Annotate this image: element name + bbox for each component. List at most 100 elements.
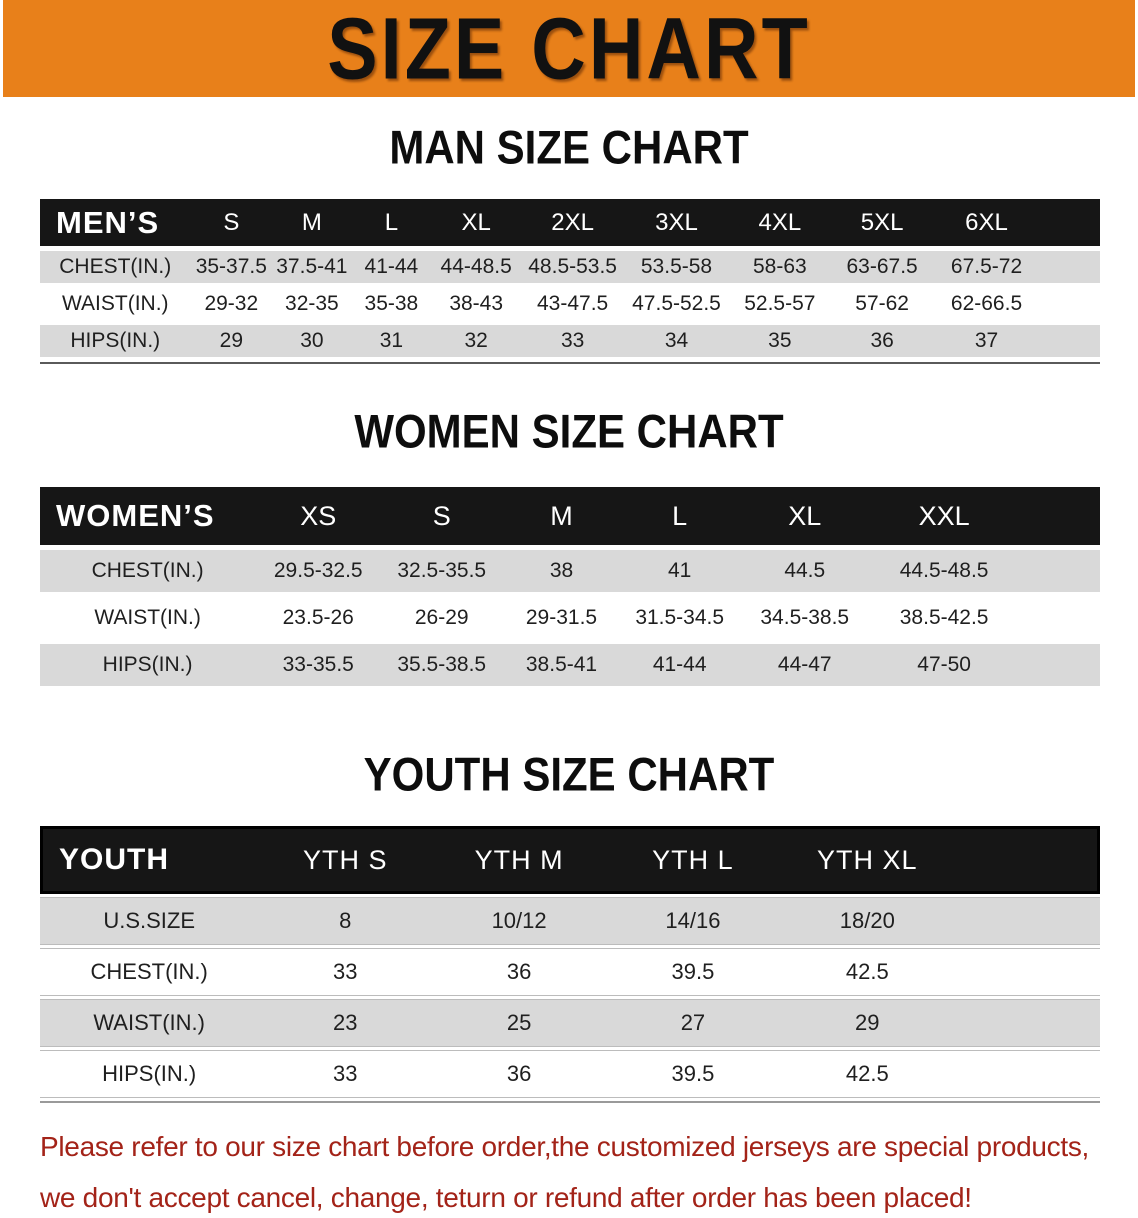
measurement-value: 57-62 [830,288,934,320]
row-spacer-cell [1039,251,1100,283]
measurement-value: 30 [272,325,352,357]
measurement-value: 58-63 [728,251,831,283]
measurement-value: 67.5-72 [933,251,1040,283]
measurement-row: HIPS(IN.) 33-35.5 35.5-38.5 38.5-41 41-44 44-… [40,644,1100,686]
women-section-heading: WOMEN SIZE CHART [354,405,784,458]
measurement-row: HIPS(IN.) 29 30 31 32 33 34 35 36 37 [40,325,1100,357]
section-women: WOMEN SIZE CHART WOMEN’S XS S M L XL XXL CHEST(… [0,405,1138,691]
measurement-value: 38-43 [431,288,522,320]
size-table-header-row: MEN’S S M L XL 2XL 3XL 4XL 5XL 6XL [40,199,1100,246]
row-label: CHEST(IN.) [40,251,191,283]
section-youth: YOUTH SIZE CHART YOUTH YTH S YTH M YTH L YTH… [0,748,1138,1103]
youth-section-heading: YOUTH SIZE CHART [363,748,775,801]
size-column-header: 3XL [624,199,729,246]
size-column-header: M [272,199,352,246]
row-label: WAIST(IN.) [40,288,191,320]
measurement-row: WAIST(IN.) 23.5-26 26-29 29-31.5 31.5-34.5 34… [40,597,1100,639]
measurement-value: 47-50 [871,644,1018,686]
measurement-value: 29-32 [190,288,273,320]
measurement-value: 14/16 [606,897,780,945]
row-spacer-cell [1039,325,1100,357]
table-corner-label: WOMEN’S [40,487,256,545]
row-spacer-cell [954,897,1100,945]
size-column-header: XL [431,199,522,246]
measurement-value: 35.5-38.5 [381,644,503,686]
measurement-value: 35-38 [351,288,432,320]
measurement-value: 47.5-52.5 [624,288,729,320]
measurement-value: 41 [620,550,739,592]
measurement-value: 38 [502,550,621,592]
measurement-value: 29-31.5 [502,597,621,639]
measurement-value: 29 [190,325,273,357]
measurement-value: 34 [624,325,729,357]
header-spacer-cell [1039,199,1100,246]
measurement-value: 23.5-26 [255,597,382,639]
row-spacer-cell [954,948,1100,996]
women-size-table: WOMEN’S XS S M L XL XXL CHEST(IN.) 29.5-32.5 32.5… [40,482,1100,691]
header-spacer-cell [954,826,1100,894]
size-table-header-row: WOMEN’S XS S M L XL XXL [40,487,1100,545]
measurement-row: U.S.SIZE 8 10/12 14/16 18/20 [40,897,1100,945]
size-column-header: XXL [871,487,1018,545]
measurement-value: 53.5-58 [624,251,729,283]
measurement-value: 44.5-48.5 [871,550,1018,592]
header-spacer-cell [1017,487,1100,545]
size-column-header: YTH XL [779,826,955,894]
measurement-value: 62-66.5 [933,288,1040,320]
row-spacer-cell [1039,288,1100,320]
row-spacer-cell [954,999,1100,1047]
measurement-value: 32.5-35.5 [381,550,503,592]
measurement-value: 31.5-34.5 [620,597,739,639]
measurement-value: 32 [431,325,522,357]
measurement-row: CHEST(IN.) 33 36 39.5 42.5 [40,948,1100,996]
size-column-header: S [190,199,273,246]
men-section-heading: MAN SIZE CHART [389,121,749,174]
measurement-value: 44-47 [738,644,871,686]
measurement-value: 27 [606,999,780,1047]
row-spacer-cell [1017,644,1100,686]
table-corner-label: MEN’S [40,199,191,246]
measurement-value: 8 [258,897,433,945]
measurement-row: CHEST(IN.) 35-37.5 37.5-41 41-44 44-48.5 48.5… [40,251,1100,283]
row-label: CHEST(IN.) [40,550,256,592]
row-label: HIPS(IN.) [40,644,256,686]
measurement-value: 36 [432,948,607,996]
row-label: HIPS(IN.) [40,325,191,357]
size-chart-body: MAN SIZE CHART MEN’S S M L XL 2XL 3XL 4XL 5XL 6XL… [0,121,1138,1103]
measurement-row: HIPS(IN.) 33 36 39.5 42.5 [40,1050,1100,1098]
size-column-header: L [620,487,739,545]
measurement-row: WAIST(IN.) 29-32 32-35 35-38 38-43 43-47.5 47.… [40,288,1100,320]
row-label: CHEST(IN.) [40,948,259,996]
measurement-value: 41-44 [620,644,739,686]
measurement-value: 44.5 [738,550,871,592]
measurement-value: 35-37.5 [190,251,273,283]
disclaimer-line-2: we don't accept cancel, change, teturn o… [40,1181,972,1213]
measurement-value: 42.5 [779,948,955,996]
measurement-row: CHEST(IN.) 29.5-32.5 32.5-35.5 38 41 44.5 44.5… [40,550,1100,592]
measurement-value: 26-29 [381,597,503,639]
measurement-value: 10/12 [432,897,607,945]
measurement-value: 37.5-41 [272,251,352,283]
measurement-value: 33 [258,1050,433,1098]
size-column-header: XL [738,487,871,545]
measurement-value: 32-35 [272,288,352,320]
size-table-header-row: YOUTH YTH S YTH M YTH L YTH XL [40,826,1100,894]
measurement-value: 23 [258,999,433,1047]
men-size-table: MEN’S S M L XL 2XL 3XL 4XL 5XL 6XL CHEST(IN.) 35-37… [40,194,1100,364]
size-column-header: 5XL [830,199,934,246]
measurement-value: 39.5 [606,948,780,996]
row-label: U.S.SIZE [40,897,259,945]
measurement-value: 41-44 [351,251,432,283]
measurement-value: 37 [933,325,1040,357]
size-column-header: M [502,487,621,545]
measurement-value: 33-35.5 [255,644,382,686]
measurement-row: WAIST(IN.) 23 25 27 29 [40,999,1100,1047]
measurement-value: 36 [830,325,934,357]
row-label: WAIST(IN.) [40,999,259,1047]
row-label: WAIST(IN.) [40,597,256,639]
banner-title: SIZE CHART [327,0,811,98]
measurement-value: 42.5 [779,1050,955,1098]
measurement-value: 48.5-53.5 [521,251,625,283]
measurement-value: 25 [432,999,607,1047]
measurement-value: 38.5-42.5 [871,597,1018,639]
